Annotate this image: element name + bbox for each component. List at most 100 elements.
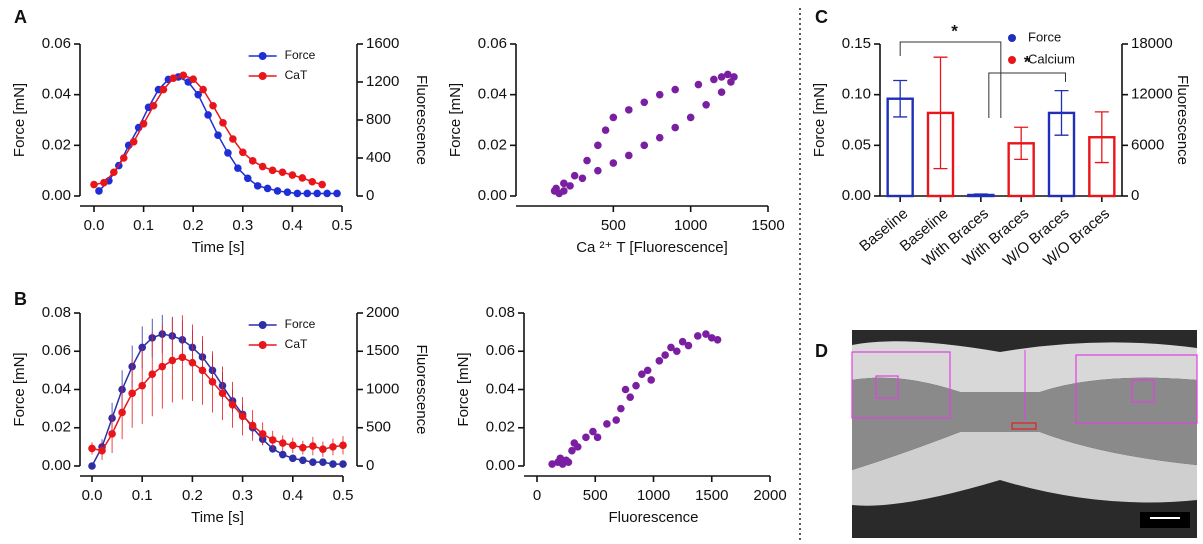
legend-marker: [258, 52, 267, 60]
panel-label: D: [815, 341, 828, 361]
data-point: [149, 101, 158, 110]
data-point: [243, 174, 252, 183]
data-point: [258, 430, 267, 438]
y2-tick-label: 1200: [366, 73, 399, 90]
data-point: [179, 71, 188, 80]
y-tick-label: 0.06: [42, 342, 71, 359]
x-tick-label: 0.3: [232, 217, 253, 234]
data-point: [108, 430, 116, 438]
data-point: [638, 370, 646, 379]
legend-marker: [258, 321, 267, 329]
data-point: [643, 366, 652, 375]
data-point: [98, 446, 106, 455]
data-point: [661, 351, 669, 359]
error-bar: [1014, 126, 1029, 161]
data-point: [583, 156, 591, 165]
data-point: [128, 389, 136, 398]
y-axis-label: Force [mN]: [447, 83, 464, 157]
y-tick-label: 0.04: [478, 86, 507, 103]
data-point: [339, 460, 347, 468]
data-point: [309, 458, 317, 466]
data-point: [189, 75, 197, 83]
y2-tick-label: 400: [366, 149, 391, 166]
data-point: [228, 401, 237, 409]
data-point: [678, 337, 687, 346]
legend-label: Force: [1028, 29, 1061, 44]
x-tick-label: 500: [583, 487, 608, 504]
y-tick-label: 0.04: [42, 86, 71, 103]
data-point: [566, 182, 574, 190]
error-bar: [1094, 111, 1109, 164]
data-point: [229, 135, 237, 143]
data-point: [655, 133, 664, 142]
data-point: [169, 74, 178, 82]
data-point: [564, 458, 573, 466]
series-line: [93, 74, 323, 186]
data-point: [589, 427, 597, 436]
chart: 0.00 0.02 0.04 0.06 0.08 Force [mN] 0 500 1000 15…: [11, 304, 430, 526]
x-tick-label: 1000: [674, 217, 707, 234]
y2-tick-label: 0: [366, 457, 374, 474]
data-point: [268, 166, 277, 175]
y-tick-label: 0.08: [42, 304, 71, 321]
data-point: [88, 444, 96, 453]
legend-label: Force: [285, 317, 316, 331]
data-point: [632, 381, 640, 390]
x-tick-label: 0.1: [132, 487, 153, 504]
data-point: [263, 184, 272, 193]
data-point: [204, 111, 212, 119]
data-point: [224, 149, 232, 157]
y-tick-label: 0.00: [842, 187, 871, 204]
data-point: [289, 454, 297, 463]
data-point: [702, 330, 710, 338]
y-axis-label: Force [mN]: [11, 352, 28, 426]
data-point: [90, 180, 98, 189]
data-point: [299, 456, 307, 465]
data-point: [333, 189, 341, 198]
data-point: [239, 148, 247, 157]
chart: 0.00 0.02 0.04 0.06 0.08 Force [mN] 0 500 1000 15…: [455, 304, 787, 526]
data-point: [710, 75, 718, 84]
y-tick-label: 0.04: [42, 380, 71, 397]
data-point: [568, 446, 576, 455]
data-point: [686, 113, 695, 122]
data-point: [556, 454, 565, 463]
data-point: [626, 393, 634, 401]
bracket: [899, 41, 1002, 118]
data-point: [178, 353, 187, 362]
y2-axis-label: Fluorescence: [413, 344, 430, 434]
y2-tick-label: 800: [366, 111, 391, 128]
data-point: [138, 381, 146, 390]
data-point: [640, 141, 649, 150]
data-point: [603, 420, 611, 428]
data-point: [288, 171, 297, 179]
data-point: [570, 171, 579, 180]
data-point: [299, 443, 307, 452]
legend-label: CaT: [285, 68, 308, 82]
data-point: [258, 162, 267, 171]
data-point: [273, 187, 282, 195]
data-point: [248, 421, 257, 430]
data-point: [694, 80, 703, 89]
y-tick-label: 0.05: [842, 136, 871, 153]
data-point: [309, 442, 317, 450]
x-tick-label: 0.4: [282, 487, 303, 504]
y-tick-label: 0.04: [486, 380, 515, 397]
data-point: [625, 151, 633, 160]
y-axis-label: Force [mN]: [811, 83, 828, 157]
legend-label: Force: [285, 48, 316, 62]
error-bar: [973, 193, 988, 197]
x-axis-label: Time [s]: [191, 509, 244, 526]
microscope-image: [851, 330, 1198, 538]
x-tick-label: 2000: [753, 487, 786, 504]
data-point: [278, 168, 287, 177]
data-point: [278, 450, 287, 459]
data-point: [655, 90, 664, 99]
x-tick-label: 0.3: [232, 487, 253, 504]
data-point: [593, 433, 602, 442]
data-point: [158, 362, 167, 371]
data-point: [601, 126, 610, 134]
bracket: [988, 72, 1066, 118]
data-point: [329, 443, 337, 451]
x-tick-label: 0.2: [182, 487, 203, 504]
